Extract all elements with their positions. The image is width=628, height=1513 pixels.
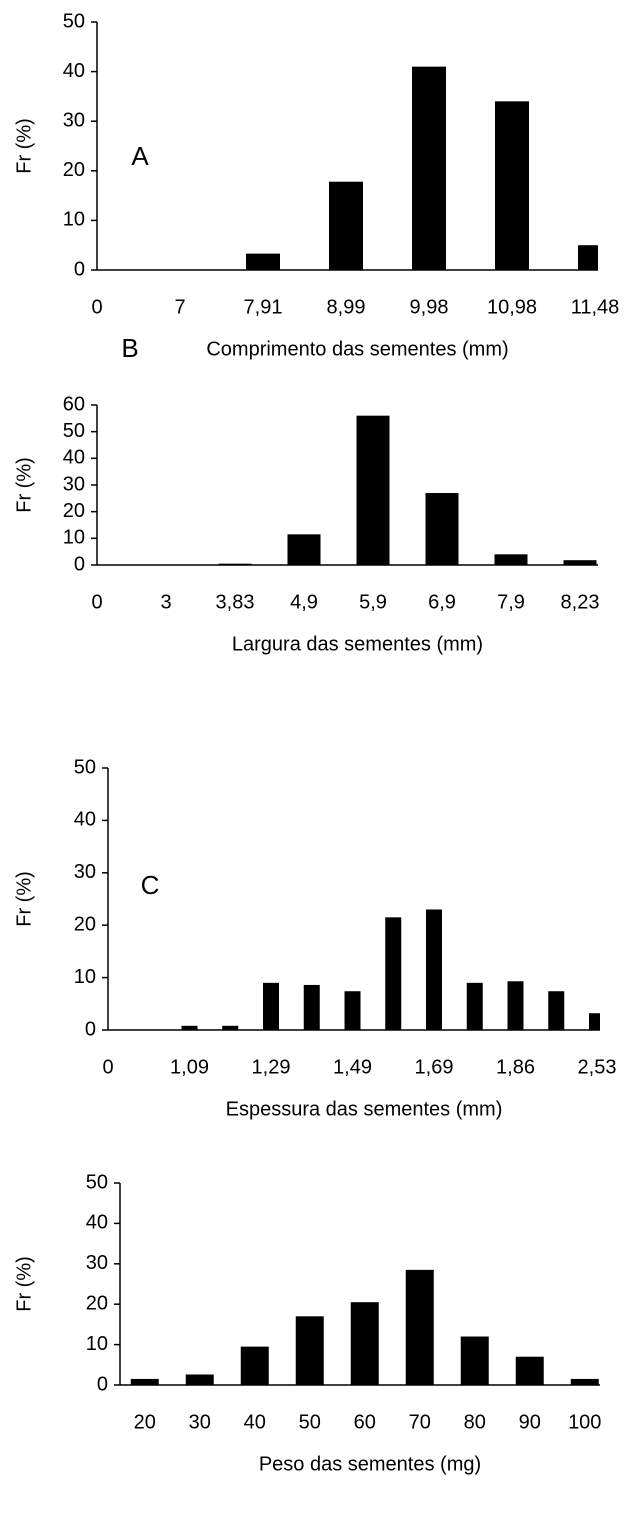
bar bbox=[329, 181, 363, 270]
y-tick-label: 60 bbox=[63, 393, 85, 415]
y-tick-label: 40 bbox=[63, 447, 85, 469]
y-tick-label: 20 bbox=[63, 500, 85, 522]
y-tick-label: 20 bbox=[74, 913, 96, 935]
x-axis-label: Espessura das sementes (mm) bbox=[226, 1098, 503, 1120]
bar bbox=[494, 554, 528, 565]
x-tick-label: 0 bbox=[102, 1056, 113, 1078]
bar bbox=[295, 1316, 324, 1385]
y-axis-label: Fr (%) bbox=[13, 457, 35, 513]
x-axis-label: Largura das sementes (mm) bbox=[232, 633, 483, 655]
bar bbox=[130, 1378, 159, 1385]
x-tick-label: 9,98 bbox=[410, 296, 449, 318]
y-tick-label: 30 bbox=[74, 861, 96, 883]
bar bbox=[460, 1336, 489, 1385]
bar bbox=[426, 909, 442, 1030]
x-tick-label: 7 bbox=[174, 296, 185, 318]
y-tick-label: 20 bbox=[63, 159, 85, 181]
y-tick-label: 30 bbox=[86, 1252, 108, 1274]
bar bbox=[507, 981, 524, 1030]
x-tick-label: 10,98 bbox=[487, 296, 537, 318]
bar bbox=[303, 984, 320, 1030]
y-tick-label: 40 bbox=[63, 60, 85, 82]
bar bbox=[356, 415, 390, 565]
bar bbox=[385, 917, 402, 1030]
x-tick-label: 4,9 bbox=[290, 591, 318, 613]
x-tick-label: 20 bbox=[134, 1411, 156, 1433]
y-tick-label: 0 bbox=[85, 1018, 96, 1040]
x-tick-label: 0 bbox=[91, 591, 102, 613]
x-tick-label: 90 bbox=[519, 1411, 541, 1433]
y-tick-label: 30 bbox=[63, 473, 85, 495]
x-tick-label: 5,9 bbox=[359, 591, 387, 613]
y-tick-label: 50 bbox=[63, 10, 85, 32]
x-tick-label: 6,9 bbox=[428, 591, 456, 613]
x-tick-label: 3 bbox=[160, 591, 171, 613]
y-axis-label: Fr (%) bbox=[13, 118, 35, 174]
bar bbox=[350, 1302, 379, 1385]
x-tick-label: 1,69 bbox=[415, 1056, 454, 1078]
bar bbox=[218, 563, 252, 565]
bar bbox=[246, 253, 280, 270]
x-tick-label: 7,91 bbox=[244, 296, 283, 318]
y-tick-label: 50 bbox=[74, 756, 96, 778]
panel-letter: A bbox=[131, 141, 149, 171]
y-tick-label: 50 bbox=[63, 420, 85, 442]
y-tick-label: 30 bbox=[63, 109, 85, 131]
bar bbox=[344, 991, 361, 1030]
x-tick-label: 11,48 bbox=[571, 296, 620, 318]
y-tick-label: 20 bbox=[86, 1292, 108, 1314]
bar bbox=[515, 1356, 544, 1385]
x-tick-label: 30 bbox=[189, 1411, 211, 1433]
y-tick-label: 10 bbox=[63, 209, 85, 231]
bar bbox=[185, 1374, 214, 1385]
x-tick-label: 8,99 bbox=[327, 296, 366, 318]
y-tick-label: 40 bbox=[74, 809, 96, 831]
y-tick-label: 0 bbox=[74, 258, 85, 280]
bar bbox=[548, 991, 565, 1030]
x-tick-label: 1,86 bbox=[496, 1056, 535, 1078]
bar bbox=[589, 1013, 600, 1030]
bar bbox=[563, 560, 597, 565]
bar bbox=[287, 534, 321, 565]
y-tick-label: 10 bbox=[74, 966, 96, 988]
y-tick-label: 40 bbox=[86, 1212, 108, 1234]
bar bbox=[578, 245, 598, 270]
bar bbox=[412, 66, 446, 270]
bar bbox=[570, 1378, 599, 1385]
panel-letter: C bbox=[141, 870, 160, 900]
y-axis-label: Fr (%) bbox=[13, 871, 35, 927]
y-tick-label: 0 bbox=[74, 553, 85, 575]
x-tick-label: 7,9 bbox=[497, 591, 525, 613]
x-tick-label: 1,29 bbox=[252, 1056, 291, 1078]
y-tick-label: 50 bbox=[86, 1171, 108, 1193]
x-tick-label: 60 bbox=[354, 1411, 376, 1433]
x-tick-label: 2,53 bbox=[578, 1056, 617, 1078]
bar bbox=[263, 982, 279, 1030]
x-axis-label: Comprimento das sementes (mm) bbox=[206, 338, 508, 360]
x-tick-label: 1,09 bbox=[170, 1056, 209, 1078]
x-tick-label: 100 bbox=[568, 1411, 601, 1433]
y-tick-label: 10 bbox=[63, 527, 85, 549]
x-tick-label: 80 bbox=[464, 1411, 486, 1433]
x-tick-label: 8,23 bbox=[561, 591, 600, 613]
bar bbox=[495, 101, 529, 270]
x-tick-label: 1,49 bbox=[333, 1056, 372, 1078]
y-axis-label: Fr (%) bbox=[13, 1256, 35, 1312]
x-tick-label: 0 bbox=[91, 296, 102, 318]
panel-letter: B bbox=[121, 333, 138, 363]
y-tick-label: 10 bbox=[86, 1333, 108, 1355]
x-axis-label: Peso das sementes (mg) bbox=[259, 1453, 481, 1475]
x-tick-label: 50 bbox=[299, 1411, 321, 1433]
x-tick-label: 70 bbox=[409, 1411, 431, 1433]
bar bbox=[240, 1346, 269, 1385]
x-tick-label: 3,83 bbox=[216, 591, 255, 613]
y-tick-label: 0 bbox=[97, 1373, 108, 1395]
bar bbox=[405, 1269, 434, 1385]
bar bbox=[425, 493, 459, 565]
bar bbox=[466, 982, 483, 1030]
bar bbox=[181, 1025, 198, 1030]
x-tick-label: 40 bbox=[244, 1411, 266, 1433]
bar bbox=[222, 1025, 239, 1030]
